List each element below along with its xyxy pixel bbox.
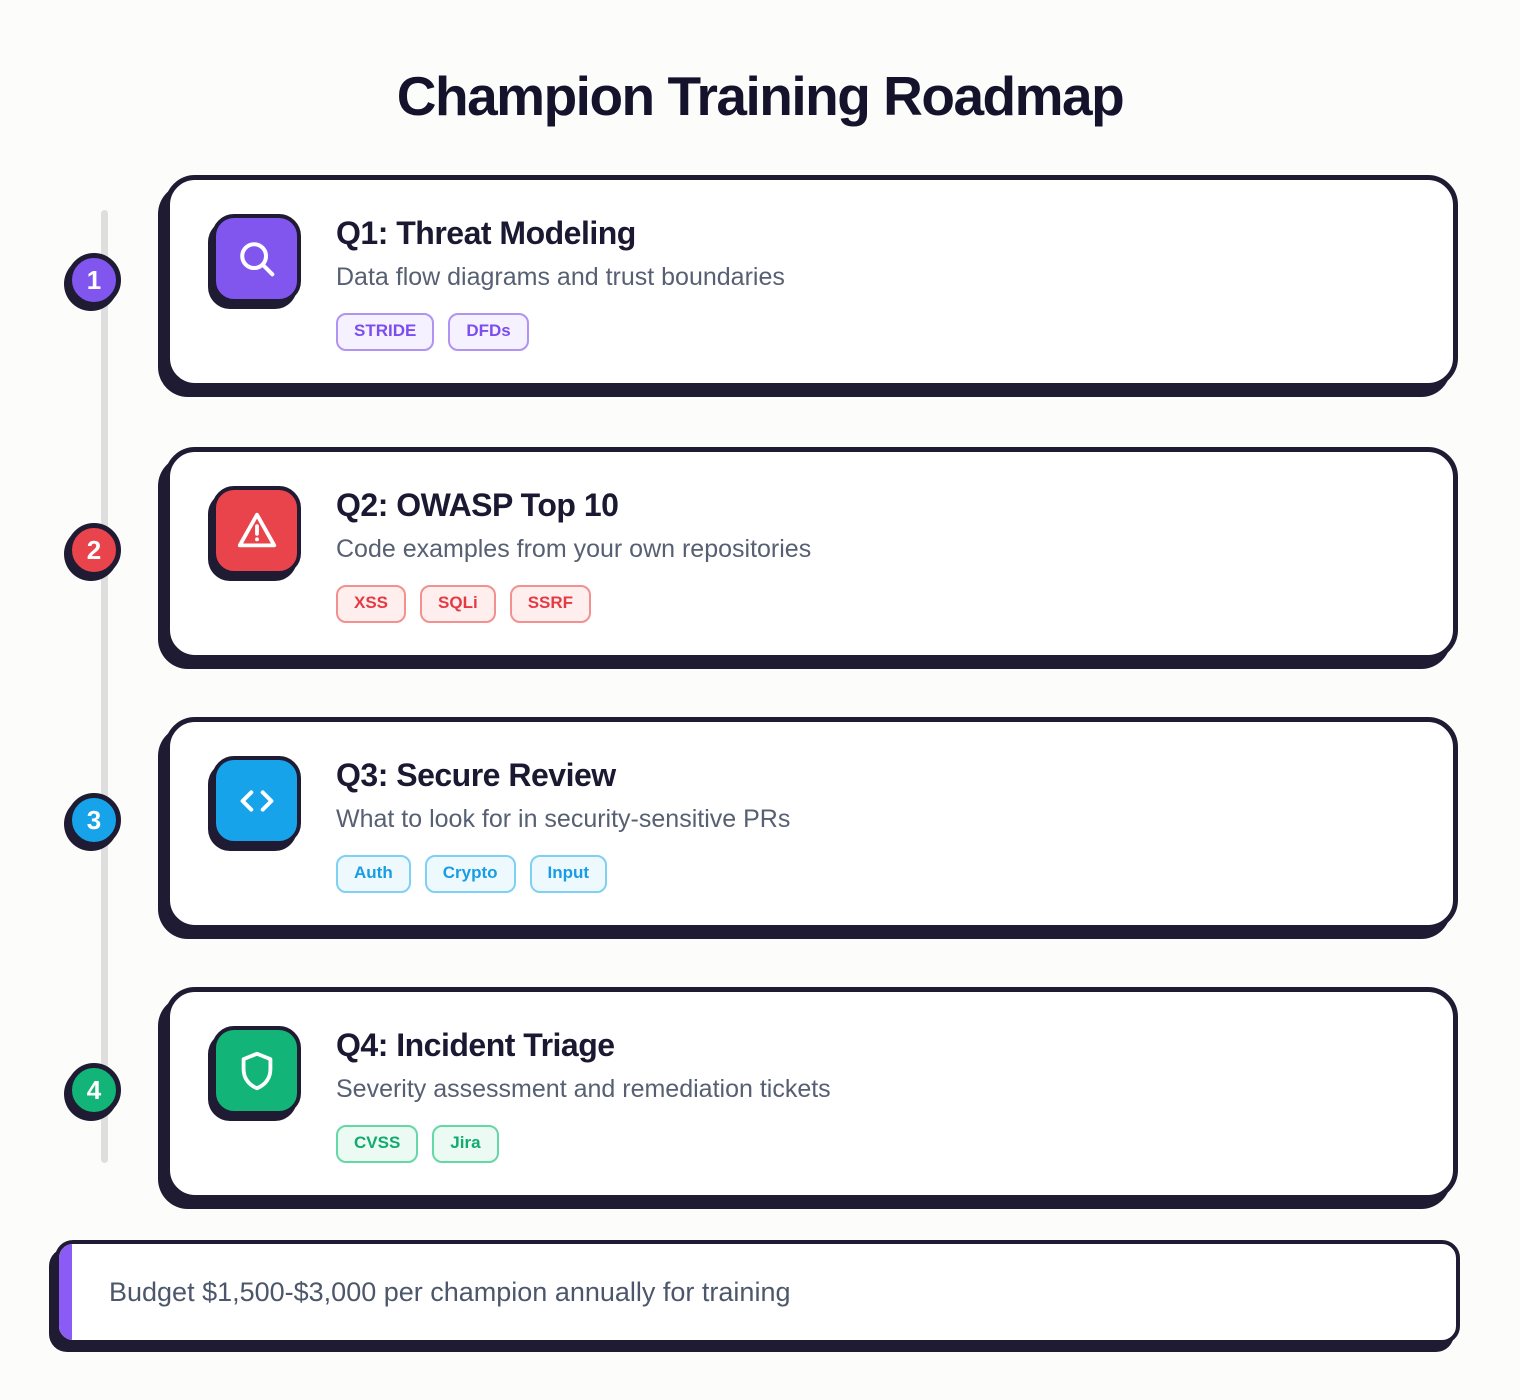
step-marker-1: 1: [67, 253, 121, 307]
page-title: Champion Training Roadmap: [396, 65, 1125, 127]
card-q3-secure-review: Q3: Secure Review What to look for in se…: [165, 717, 1458, 930]
tag-stride: STRIDE: [336, 313, 435, 352]
tag-ssrf: SSRF: [509, 585, 592, 624]
card-title: Q1: Threat Modeling: [336, 215, 636, 251]
tag-dfds: DFDs: [448, 313, 529, 352]
shield-icon: [212, 1026, 301, 1115]
tag-sqli: SQLi: [420, 585, 496, 624]
card-description: Code examples from your own repositories: [336, 535, 812, 563]
step-number: 3: [86, 804, 102, 835]
step-marker-2: 2: [67, 523, 121, 577]
step-number: 1: [86, 264, 102, 295]
code-icon: [212, 756, 301, 845]
card-title: Q4: Incident Triage: [336, 1027, 615, 1063]
card-body: Q1: Threat Modeling Data flow diagrams a…: [336, 214, 785, 383]
tag-row: Auth Crypto Input: [336, 855, 790, 894]
card-q2-owasp-top-10: Q2: OWASP Top 10 Code examples from your…: [165, 447, 1458, 660]
card-q1-threat-modeling: Q1: Threat Modeling Data flow diagrams a…: [165, 175, 1458, 388]
budget-note: Budget $1,500-$3,000 per champion annual…: [55, 1240, 1460, 1344]
tag-input: Input: [529, 855, 608, 894]
card-body: Q2: OWASP Top 10 Code examples from your…: [336, 486, 811, 655]
tag-cvss: CVSS: [336, 1125, 419, 1164]
step-number: 2: [86, 534, 102, 565]
note-accent-bar: [59, 1244, 72, 1340]
timeline-line: [101, 210, 108, 1163]
card-description: Severity assessment and remediation tick…: [336, 1075, 831, 1103]
card-title: Q3: Secure Review: [336, 757, 616, 793]
warning-icon: [212, 486, 301, 575]
tag-row: STRIDE DFDs: [336, 313, 785, 352]
card-description: What to look for in security-sensitive P…: [336, 805, 791, 833]
card-q4-incident-triage: Q4: Incident Triage Severity assessment …: [165, 987, 1458, 1200]
note-text: Budget $1,500-$3,000 per champion annual…: [109, 1276, 791, 1307]
card-body: Q4: Incident Triage Severity assessment …: [336, 1026, 831, 1195]
card-description: Data flow diagrams and trust boundaries: [336, 263, 785, 291]
tag-row: XSS SQLi SSRF: [336, 585, 811, 624]
tag-jira: Jira: [432, 1125, 499, 1164]
tag-crypto: Crypto: [424, 855, 516, 894]
step-marker-4: 4: [67, 1063, 121, 1117]
tag-row: CVSS Jira: [336, 1125, 831, 1164]
step-number: 4: [86, 1074, 102, 1105]
tag-xss: XSS: [336, 585, 407, 624]
step-marker-3: 3: [67, 793, 121, 847]
tag-auth: Auth: [336, 855, 411, 894]
card-title: Q2: OWASP Top 10: [336, 487, 619, 523]
card-body: Q3: Secure Review What to look for in se…: [336, 756, 790, 925]
search-icon: [212, 214, 301, 303]
